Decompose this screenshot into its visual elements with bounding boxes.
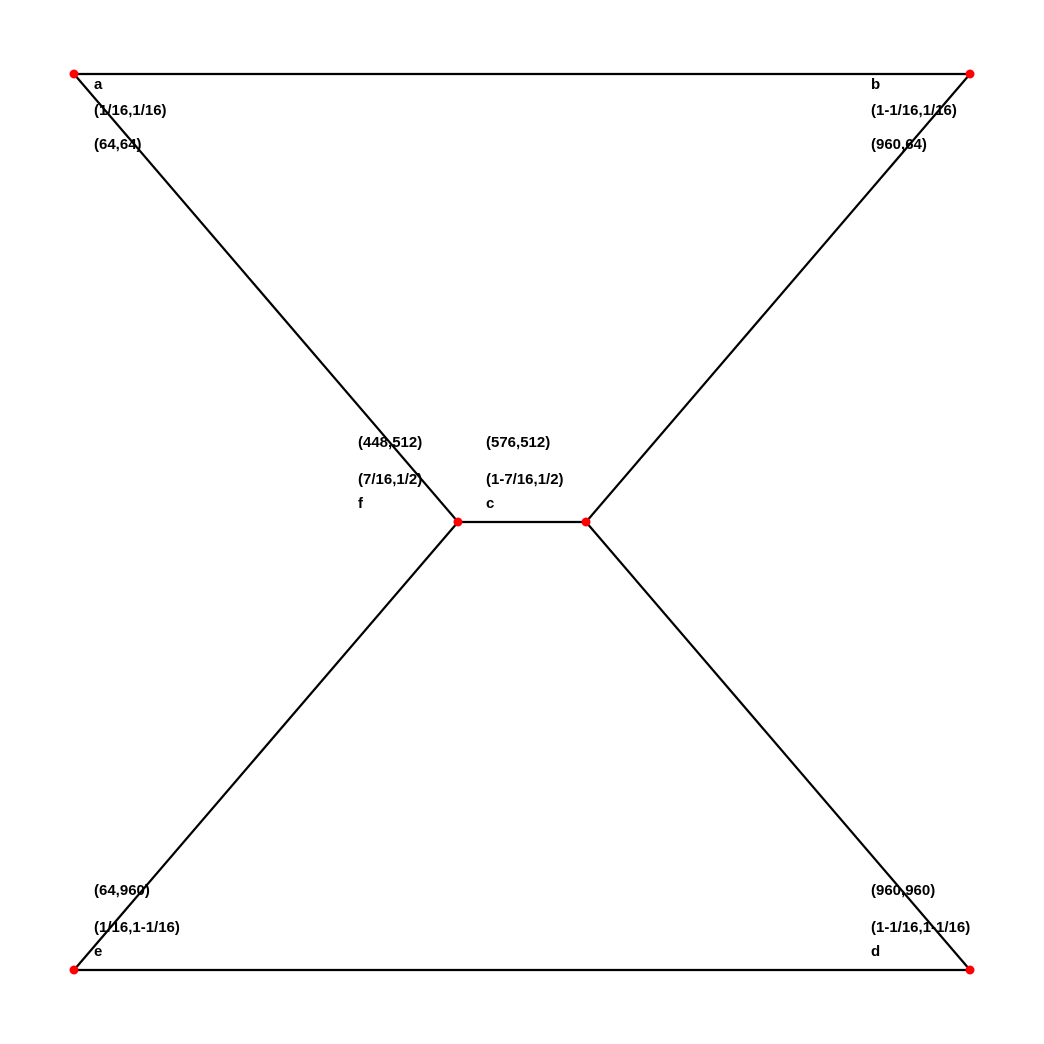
edge-b-c [584,72,972,524]
vertex-b [965,69,975,79]
vertex-fraction-a: (1/16,1/16) [94,102,167,119]
vertex-fraction-e: (1/16,1-1/16) [94,919,180,936]
edge-f-e [72,520,460,972]
vertex-group [69,69,975,975]
vertex-coords-e: (64,960) [94,882,150,899]
vertex-fraction-b: (1-1/16,1/16) [871,102,957,119]
vertex-d [965,965,975,975]
vertex-label-d: d [871,943,880,960]
vertex-coords-b: (960,64) [871,136,927,153]
vertex-fraction-f: (7/16,1/2) [358,471,422,488]
vertex-label-b: b [871,76,880,93]
vertex-coords-d: (960,960) [871,882,935,899]
label-group: a (1/16,1/16) (64,64) b (1-1/16,1/16) (960,64… [94,76,970,960]
vertex-coords-c: (576,512) [486,434,550,451]
vertex-c [581,517,591,527]
edge-c-d [584,520,972,972]
vertex-label-e: e [94,943,102,960]
vertex-a [69,69,79,79]
vertex-label-f: f [358,495,364,512]
vertex-e [69,965,79,975]
vertex-fraction-c: (1-7/16,1/2) [486,471,564,488]
vertex-label-a: a [94,76,103,93]
edge-group [72,72,972,972]
vertex-fraction-d: (1-1/16,1-1/16) [871,919,970,936]
vertex-label-c: c [486,495,494,512]
vertex-coords-a: (64,64) [94,136,142,153]
edge-a-f [72,72,460,524]
vertex-f [453,517,463,527]
vertex-coords-f: (448,512) [358,434,422,451]
